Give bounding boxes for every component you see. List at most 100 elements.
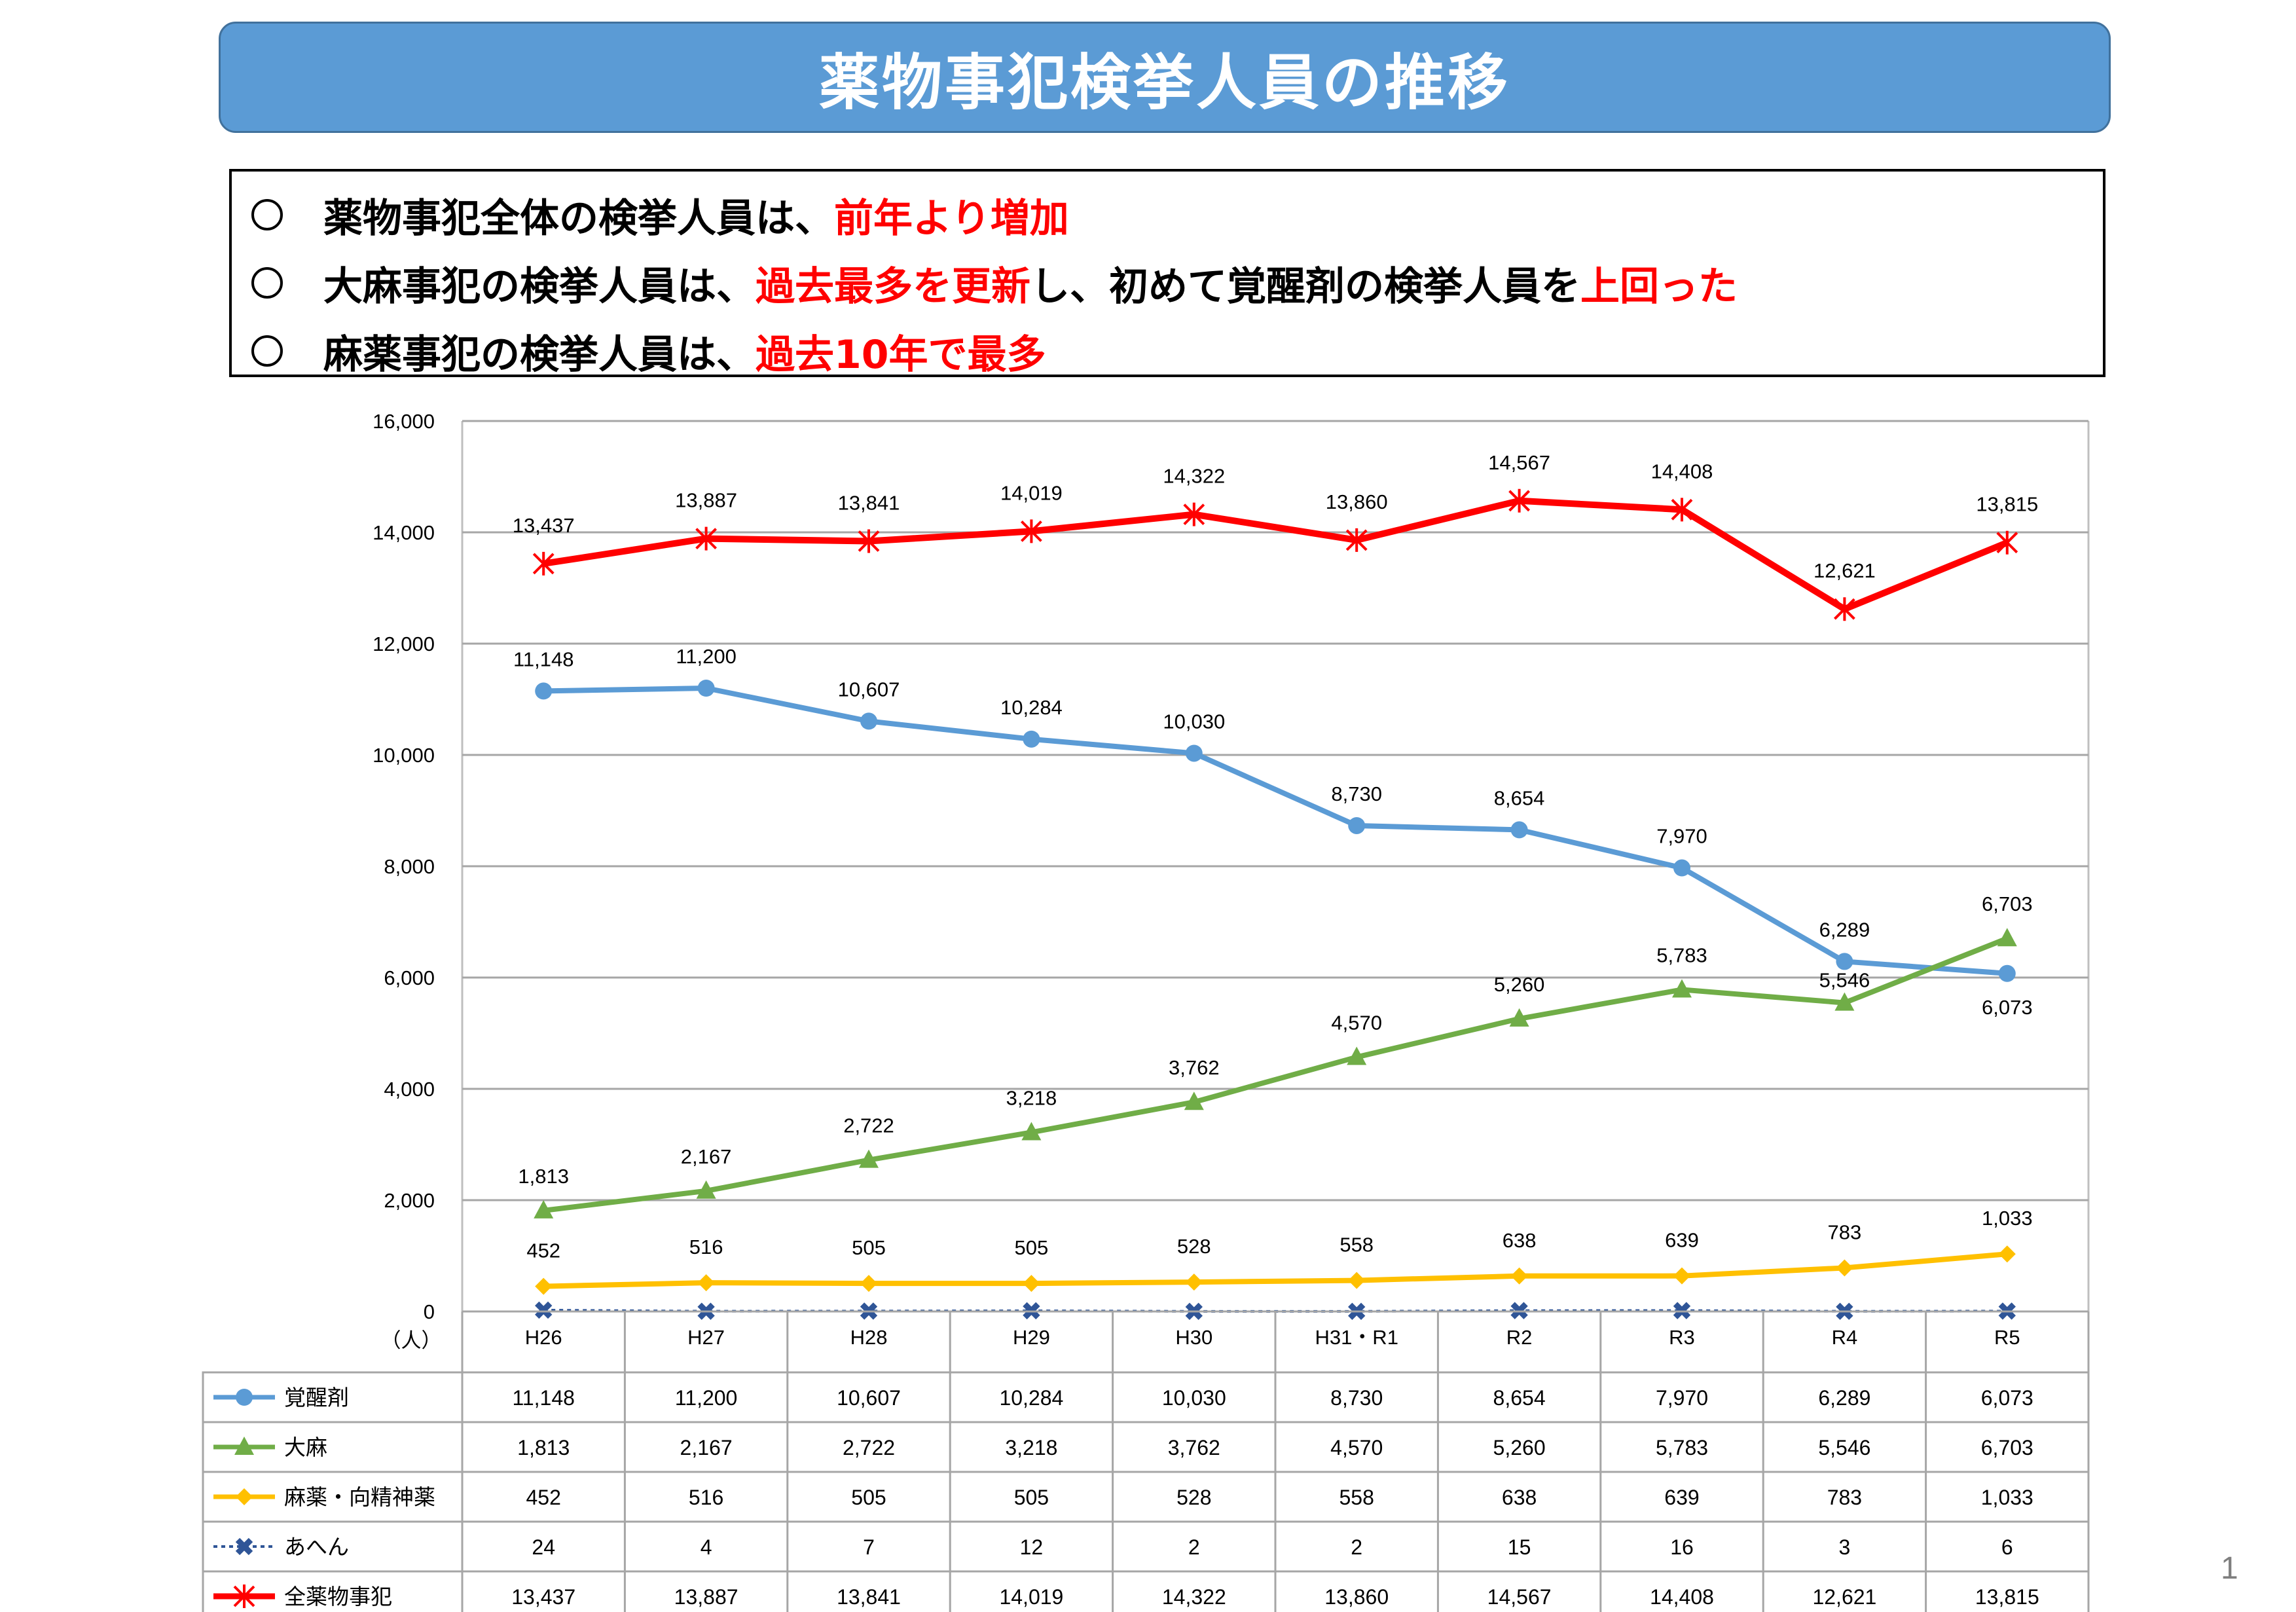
覚醒剤-series-line (543, 686, 2008, 976)
覚醒剤-data-label: 8,654 (1494, 786, 1545, 809)
麻薬・向精神薬-data-label: 528 (1177, 1235, 1211, 1258)
覚醒剤-marker (1023, 730, 1040, 748)
summary-emphasis: 上回った (1580, 263, 1738, 310)
data-table-cell: 7 (863, 1535, 875, 1559)
麻薬・向精神薬-marker (1510, 1267, 1528, 1285)
全薬物事犯-series-line (543, 497, 2009, 613)
data-table-cell: 8,730 (1330, 1386, 1383, 1410)
data-table-border (202, 1371, 2090, 1612)
大麻-marker (859, 1149, 879, 1168)
麻薬・向精神薬-marker (535, 1277, 553, 1295)
覚醒剤-marker (1998, 964, 2016, 982)
data-table-cell: 14,322 (1162, 1585, 1226, 1609)
x-tick-label: H30 (1175, 1326, 1212, 1349)
あへん-marker (535, 1301, 553, 1319)
大麻-marker (1672, 979, 1692, 998)
data-table-cell: 13,860 (1324, 1585, 1389, 1609)
麻薬・向精神薬-data-label: 1,033 (1982, 1207, 2033, 1230)
全薬物事犯-data-label: 13,815 (1976, 493, 2038, 516)
覚醒剤-data-label: 7,970 (1656, 825, 1707, 848)
y-tick-label: 12,000 (373, 632, 435, 655)
全薬物事犯-data-label: 14,322 (1163, 465, 1225, 488)
data-table-cell: 638 (1502, 1486, 1537, 1509)
麻薬・向精神薬-marker (1836, 1259, 1853, 1277)
data-table-cell: 452 (526, 1486, 561, 1509)
page-number: 1 (2221, 1551, 2238, 1586)
覚醒剤-data-label: 10,607 (838, 678, 900, 701)
全薬物事犯-marker (1020, 519, 1042, 543)
大麻-data-label: 5,260 (1494, 973, 1545, 996)
data-table-cell: 6,703 (1981, 1436, 2033, 1459)
x-tick-label: H29 (1013, 1326, 1050, 1349)
大麻-marker (696, 1180, 716, 1199)
覚醒剤-marker (1510, 821, 1528, 839)
summary-line-1: 薬物事犯全体の検挙人員は、 前年より増加 (251, 181, 2103, 249)
summary-text: 麻薬事犯の検挙人員は、 (323, 331, 756, 378)
麻薬・向精神薬-marker (1348, 1272, 1366, 1289)
data-table-cell: 8,654 (1493, 1386, 1546, 1410)
麻薬・向精神薬-data-label: 558 (1339, 1234, 1374, 1256)
data-table-cell: 1,813 (517, 1436, 570, 1459)
全薬物事犯-data-label: 12,621 (1813, 559, 1876, 582)
全薬物事犯-data-label: 14,019 (1000, 481, 1063, 504)
summary-text: 薬物事犯全体の検挙人員は、 (323, 195, 834, 242)
大麻-marker (1997, 928, 2017, 947)
data-table-cell: 14,019 (999, 1585, 1063, 1609)
slide-title: 薬物事犯検挙人員の推移 (818, 47, 1510, 118)
data-table-cell: 2 (1351, 1535, 1362, 1559)
全薬物事犯-data-label: 14,408 (1651, 460, 1713, 483)
麻薬・向精神薬-marker (860, 1275, 877, 1292)
x-tick-label: H31・R1 (1315, 1326, 1398, 1349)
data-table-cell: 6 (2001, 1535, 2013, 1559)
y-tick-label: 0 (424, 1300, 435, 1323)
data-table-cell: 7,970 (1656, 1386, 1708, 1410)
あへん-marker (235, 1537, 253, 1556)
麻薬・向精神薬-marker (1185, 1273, 1203, 1291)
y-tick-label: 2,000 (384, 1189, 435, 1212)
data-table-cell: 14,567 (1487, 1585, 1552, 1609)
麻薬・向精神薬-data-label: 452 (526, 1239, 560, 1262)
全薬物事犯-marker (1345, 528, 1368, 552)
全薬物事犯-marker (1833, 597, 1855, 621)
覚醒剤-marker (1836, 953, 1853, 970)
data-table-cell: 2,722 (843, 1436, 895, 1459)
summary-emphasis: 過去最多を更新 (756, 263, 1030, 310)
data-table-cell: 3,218 (1005, 1436, 1057, 1459)
summary-box: 薬物事犯全体の検挙人員は、 前年より増加 大麻事犯の検挙人員は、 過去最多を更新 し、… (229, 169, 2105, 378)
覚醒剤-data-label: 10,030 (1163, 710, 1225, 733)
data-table-cell: 5,783 (1656, 1436, 1708, 1459)
y-tick-label: 4,000 (384, 1078, 435, 1101)
大麻-series-line (543, 936, 2009, 1213)
data-table-cell: 15 (1508, 1535, 1531, 1559)
全薬物事犯-data-label: 13,437 (513, 514, 575, 537)
x-tick-label: R5 (1994, 1326, 2020, 1349)
data-table-cell: 558 (1339, 1486, 1374, 1509)
circle-bullet-icon (251, 335, 283, 367)
x-tick-label: H27 (687, 1326, 725, 1349)
覚醒剤-marker (535, 682, 553, 700)
覚醒剤-data-label: 11,200 (676, 645, 737, 668)
summary-emphasis: 過去10年で最多 (756, 331, 1046, 378)
data-table-cell: 13,887 (674, 1585, 738, 1609)
data-table-cell: 12,621 (1812, 1585, 1876, 1609)
data-table-cell: 16 (1670, 1535, 1694, 1559)
circle-bullet-icon (251, 267, 283, 299)
覚醒剤-marker (1673, 859, 1690, 877)
大麻-marker (1184, 1091, 1204, 1110)
data-table-cell: 639 (1664, 1486, 1699, 1509)
data-table-cell: 10,030 (1162, 1386, 1226, 1410)
覚醒剤-marker (1348, 816, 1366, 834)
大麻-data-label: 3,762 (1169, 1056, 1220, 1079)
全薬物事犯-data-label: 13,860 (1326, 490, 1388, 513)
summary-text: 大麻事犯の検挙人員は、 (323, 263, 756, 310)
大麻-data-label: 6,703 (1982, 892, 2033, 915)
覚醒剤-marker (860, 712, 877, 730)
麻薬・向精神薬-marker (1998, 1245, 2016, 1263)
全薬物事犯-data-label: 14,567 (1488, 451, 1550, 474)
x-tick-label: R2 (1506, 1326, 1533, 1349)
data-table-cell: 3,762 (1168, 1436, 1220, 1459)
data-table-cell: 11,148 (512, 1386, 575, 1410)
全薬物事犯-data-label: 13,841 (838, 492, 900, 515)
legend-label: 全薬物事犯 (284, 1585, 392, 1609)
大麻-marker (1834, 992, 1855, 1011)
